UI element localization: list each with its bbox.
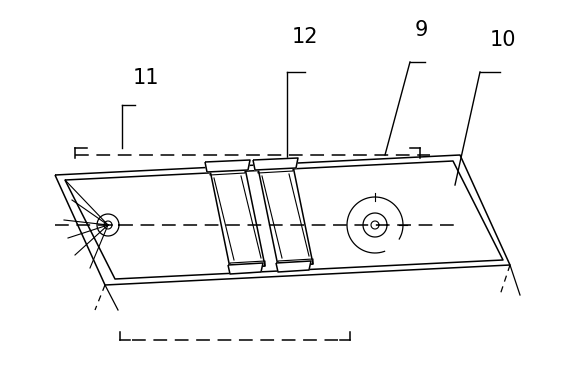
Polygon shape [278,259,313,266]
Text: 12: 12 [292,27,319,47]
Text: 11: 11 [133,68,159,88]
Polygon shape [230,261,265,268]
Polygon shape [210,168,245,175]
Polygon shape [258,166,293,173]
Polygon shape [253,158,298,170]
Text: 9: 9 [415,20,428,40]
Polygon shape [205,160,250,172]
Text: 10: 10 [490,30,516,50]
Polygon shape [276,261,311,272]
Polygon shape [228,263,263,274]
